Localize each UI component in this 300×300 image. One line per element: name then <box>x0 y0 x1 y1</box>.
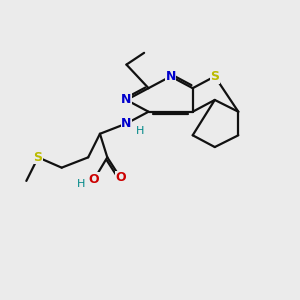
Text: O: O <box>89 173 99 186</box>
Text: N: N <box>121 93 132 106</box>
Text: N: N <box>165 70 176 83</box>
Text: S: S <box>210 70 219 83</box>
Text: O: O <box>115 172 126 184</box>
Text: H: H <box>76 179 85 189</box>
Text: H: H <box>136 126 144 136</box>
Text: S: S <box>34 151 43 164</box>
Text: N: N <box>121 117 132 130</box>
